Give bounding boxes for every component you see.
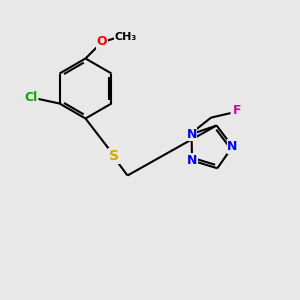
Text: Cl: Cl — [24, 91, 38, 104]
Text: CH₃: CH₃ — [115, 32, 137, 42]
Text: N: N — [227, 140, 238, 153]
Text: O: O — [97, 35, 107, 49]
Text: S: S — [109, 149, 119, 163]
Text: N: N — [187, 154, 197, 167]
Text: N: N — [186, 128, 197, 141]
Text: F: F — [233, 104, 242, 117]
